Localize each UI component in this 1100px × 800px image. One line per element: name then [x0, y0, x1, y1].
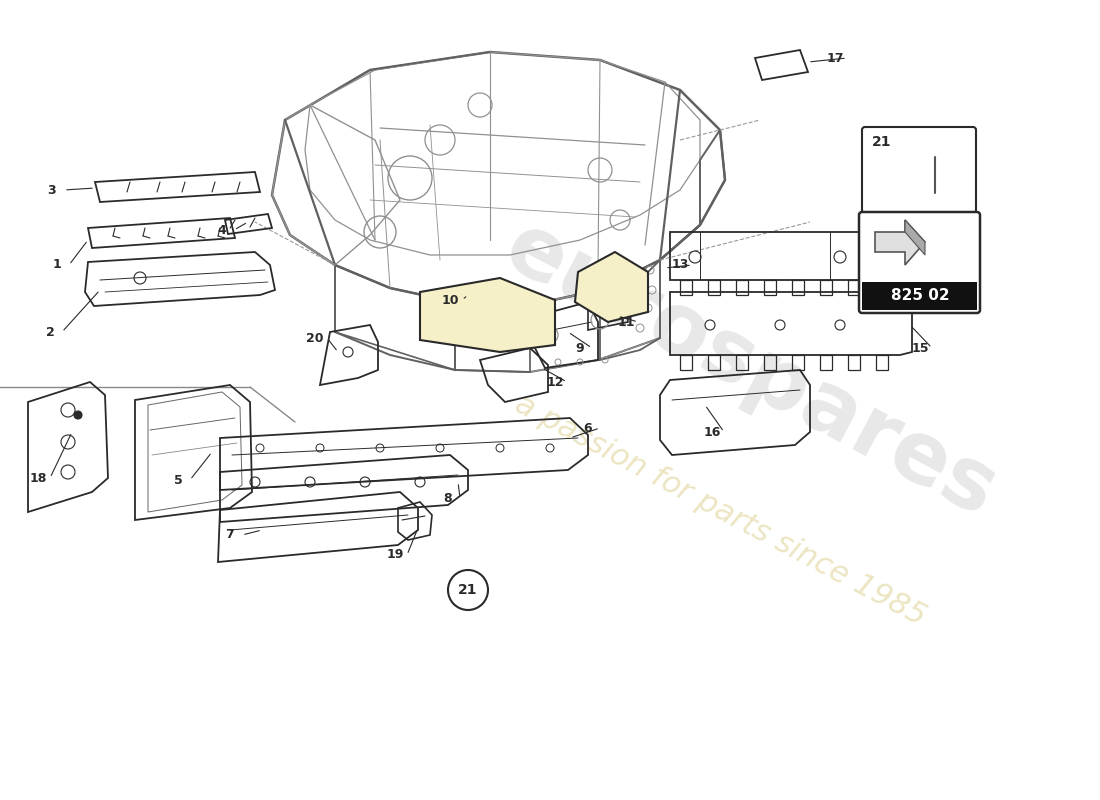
Text: 8: 8 — [443, 491, 452, 505]
Circle shape — [74, 411, 82, 419]
Text: 13: 13 — [671, 258, 689, 271]
Circle shape — [927, 167, 943, 183]
Text: 9: 9 — [575, 342, 584, 354]
FancyBboxPatch shape — [862, 127, 976, 213]
Text: 1: 1 — [53, 258, 62, 271]
Text: 10: 10 — [441, 294, 459, 306]
Text: 3: 3 — [47, 183, 56, 197]
Polygon shape — [575, 252, 648, 322]
Text: 14: 14 — [933, 211, 950, 225]
Text: 16: 16 — [703, 426, 720, 438]
Text: 21: 21 — [872, 135, 892, 149]
Text: eurospares: eurospares — [490, 206, 1010, 534]
Text: 18: 18 — [30, 471, 46, 485]
Text: 19: 19 — [386, 549, 404, 562]
Text: 4: 4 — [218, 223, 227, 237]
Bar — [862, 282, 977, 310]
Text: 15: 15 — [911, 342, 928, 354]
Text: 2: 2 — [45, 326, 54, 338]
Circle shape — [917, 157, 953, 193]
Text: 6: 6 — [584, 422, 592, 434]
Text: 21: 21 — [459, 583, 477, 597]
Polygon shape — [420, 278, 556, 352]
Polygon shape — [905, 220, 925, 255]
Text: 11: 11 — [617, 315, 635, 329]
Text: 20: 20 — [306, 331, 323, 345]
FancyBboxPatch shape — [859, 212, 980, 313]
Text: 825 02: 825 02 — [891, 287, 949, 302]
Text: 7: 7 — [226, 529, 234, 542]
Polygon shape — [874, 220, 925, 265]
Text: 17: 17 — [826, 51, 844, 65]
Text: a passion for parts since 1985: a passion for parts since 1985 — [509, 389, 931, 631]
Text: 5: 5 — [174, 474, 183, 486]
Text: 12: 12 — [547, 375, 563, 389]
